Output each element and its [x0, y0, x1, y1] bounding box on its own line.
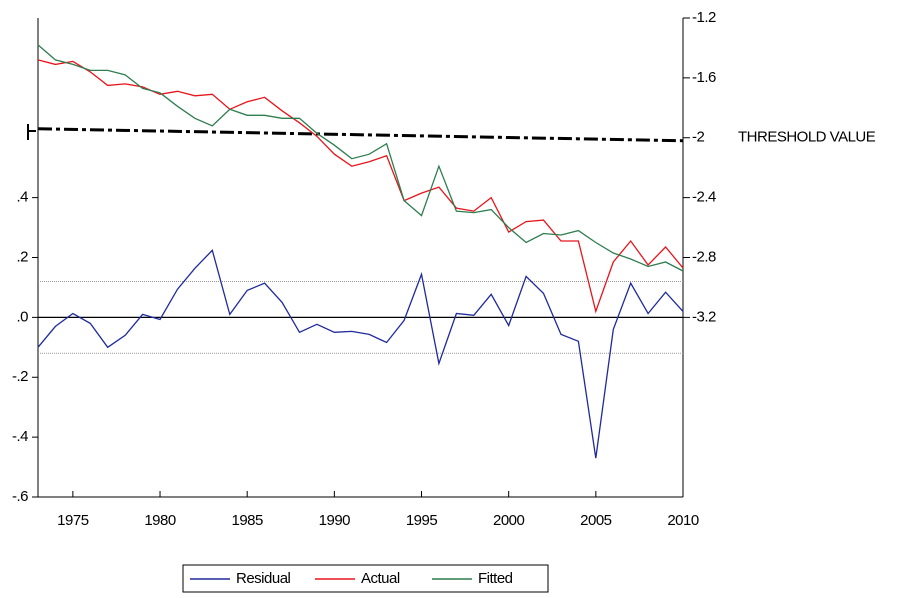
threshold-line [37, 127, 684, 143]
y-tick-label: .2 [16, 248, 28, 265]
plot-frame [37, 18, 684, 498]
series-line [37, 249, 684, 459]
x-tick-label: 1995 [406, 512, 438, 529]
x-tick-label: 2000 [493, 512, 525, 529]
y2-tick-label: -3.2 [692, 308, 716, 325]
x-tick-label: 1985 [232, 512, 264, 529]
y2-tick-label: -2.8 [692, 248, 716, 265]
y-tick-label: .4 [16, 189, 28, 206]
x-tick-label: 2010 [667, 512, 699, 529]
x-tick-label: 1975 [57, 512, 89, 529]
series-line [37, 44, 684, 272]
y2-tick-label: -2 [692, 129, 704, 146]
legend-box [182, 564, 549, 593]
y-tick-label: -.6 [12, 488, 28, 505]
legend-label: Residual [236, 570, 291, 587]
x-tick-label: 1990 [319, 512, 351, 529]
x-tick-label: 1980 [144, 512, 176, 529]
y-tick-label: -.2 [12, 368, 28, 385]
threshold-marker [27, 124, 36, 140]
y-tick-label: .0 [16, 308, 28, 325]
legend-label: Fitted [478, 570, 513, 587]
threshold-label: THRESHOLD VALUE [738, 129, 876, 146]
legend-label: Actual [361, 570, 400, 587]
y-tick-label: -.4 [12, 428, 28, 445]
series-line [37, 59, 684, 314]
x-tick-label: 2005 [580, 512, 612, 529]
y2-tick-label: -1.6 [692, 69, 716, 86]
y2-tick-label: -2.4 [692, 189, 716, 206]
y2-tick-label: -1.2 [692, 9, 716, 26]
